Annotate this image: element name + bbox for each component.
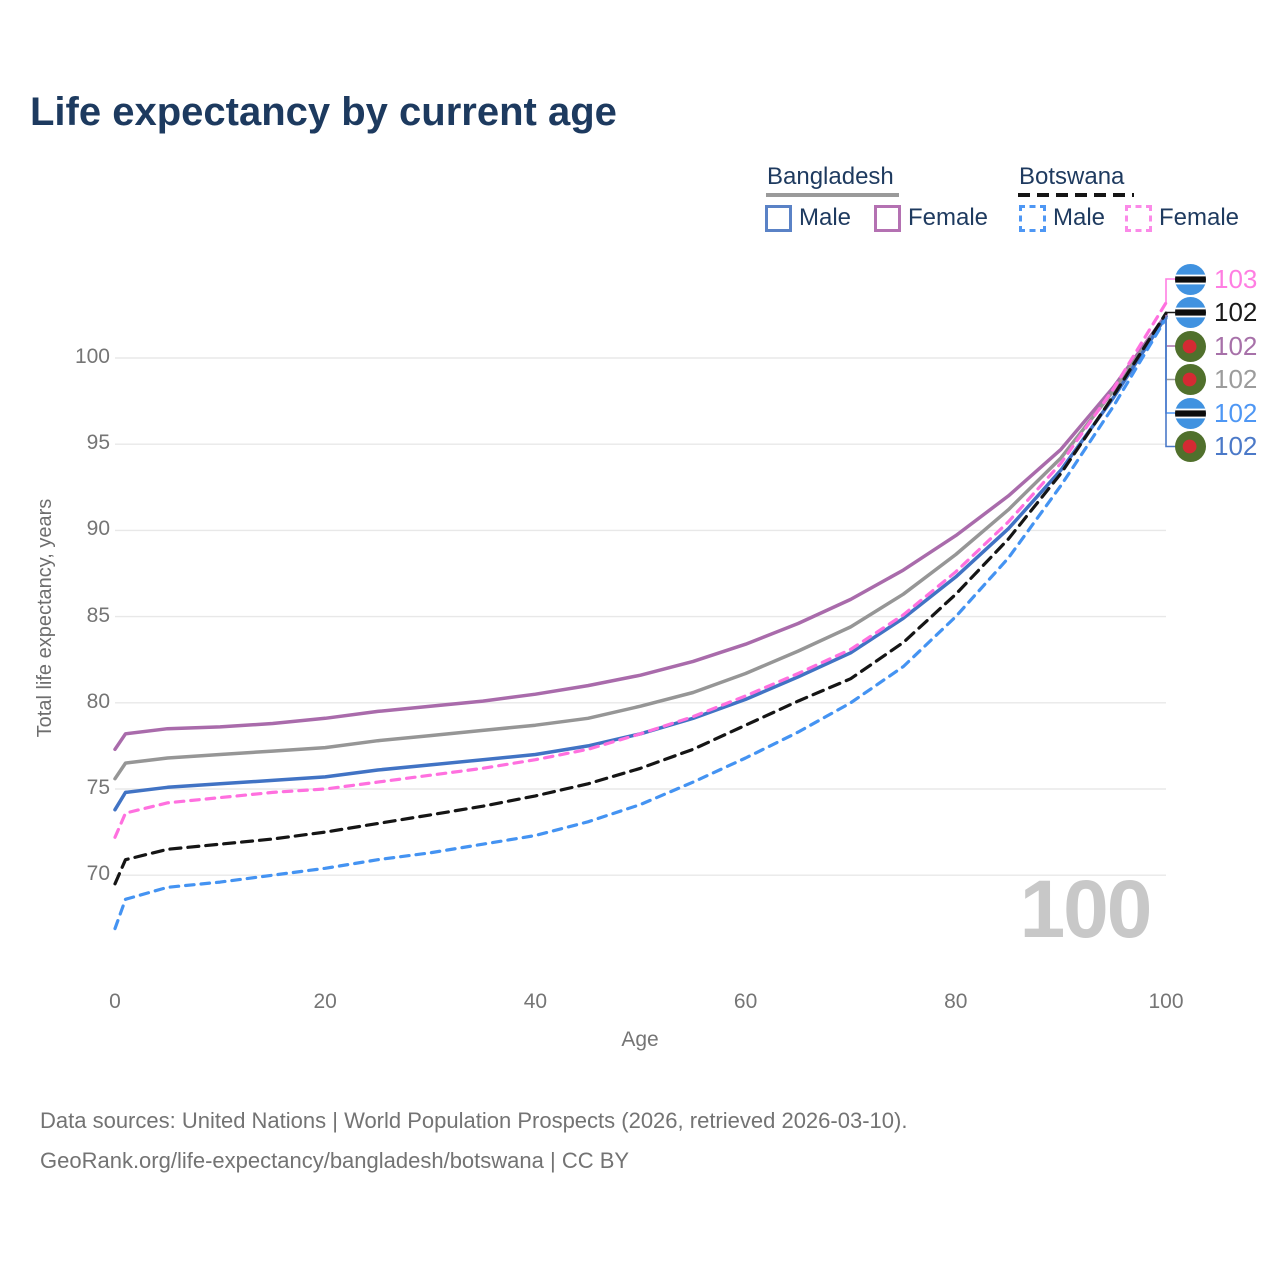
y-tick-label: 95 [86, 431, 110, 455]
y-tick-label: 100 [74, 345, 110, 368]
bangladesh-flag-icon [1175, 330, 1206, 362]
botswana-flag-icon [1175, 297, 1206, 328]
bangladesh-male-swatch-icon [765, 205, 792, 232]
leader-line [1165, 316, 1176, 448]
series-line-botswana-male [113, 316, 1168, 931]
x-axis-title: Age [621, 1028, 659, 1051]
x-tick-label: 60 [733, 990, 758, 1013]
legend-bangladesh-male-label: Male [799, 204, 852, 231]
series-line-bangladesh-female [113, 313, 1168, 752]
endpoint-value-label: 102 [1214, 330, 1258, 361]
series-line-botswana-female [113, 301, 1168, 839]
legend-group-botswana: Botswana [1019, 163, 1125, 190]
botswana-male-swatch-icon [1019, 205, 1046, 232]
x-tick-label: 100 [1148, 990, 1184, 1013]
y-tick-label: 80 [86, 689, 110, 713]
endpoint-row-botswana-male: 102 [1175, 397, 1258, 429]
legend-group-bangladesh: Bangladesh [767, 163, 894, 190]
endpoint-value-label: 102 [1214, 297, 1258, 327]
bangladesh-female-swatch-icon [874, 205, 901, 232]
x-tick-label: 40 [523, 990, 548, 1013]
endpoint-row-bangladesh-total: 102 [1175, 364, 1257, 395]
bangladesh-flag-icon [1175, 364, 1206, 395]
attribution-note: GeoRank.org/life-expectancy/bangladesh/b… [40, 1148, 630, 1173]
endpoint-row-botswana-female: 103 [1175, 263, 1258, 295]
endpoint-value-label: 103 [1214, 263, 1258, 294]
series-line-bangladesh-male [113, 314, 1168, 812]
x-tick-label: 0 [109, 990, 121, 1013]
leader-line [1165, 278, 1176, 303]
endpoint-value-label: 102 [1214, 397, 1258, 428]
leader-line [1165, 311, 1176, 314]
botswana-flag-icon [1175, 263, 1206, 295]
botswana-female-swatch-icon [1125, 205, 1152, 232]
x-tick-label: 80 [944, 990, 968, 1013]
endpoint-value-label: 102 [1214, 431, 1258, 461]
botswana-flag-icon [1175, 397, 1206, 429]
legend-botswana-male-label: Male [1053, 204, 1106, 231]
botswana-line-sample-icon [1018, 193, 1134, 197]
data-source-note: Data sources: United Nations | World Pop… [40, 1108, 908, 1133]
page-title: Life expectancy by current age [30, 90, 617, 134]
y-tick-label: 90 [86, 517, 110, 541]
y-tick-label: 70 [86, 862, 110, 886]
bangladesh-flag-icon [1175, 431, 1206, 462]
y-tick-label: 85 [86, 603, 110, 627]
series-line-botswana-total [113, 311, 1168, 886]
bangladesh-line-sample-icon [766, 193, 899, 197]
current-age-watermark: 100 [1019, 864, 1153, 955]
endpoint-value-label: 102 [1214, 364, 1258, 394]
series-line-bangladesh-total [113, 314, 1168, 781]
endpoint-row-bangladesh-female: 102 [1175, 330, 1258, 362]
endpoint-row-bangladesh-male: 102 [1175, 431, 1257, 462]
y-tick-label: 75 [86, 776, 110, 799]
legend-bangladesh-female-label: Female [908, 204, 989, 231]
legend-botswana-female-label: Female [1159, 204, 1240, 231]
x-tick-label: 20 [313, 990, 337, 1013]
endpoint-row-botswana-total: 102 [1175, 297, 1257, 328]
